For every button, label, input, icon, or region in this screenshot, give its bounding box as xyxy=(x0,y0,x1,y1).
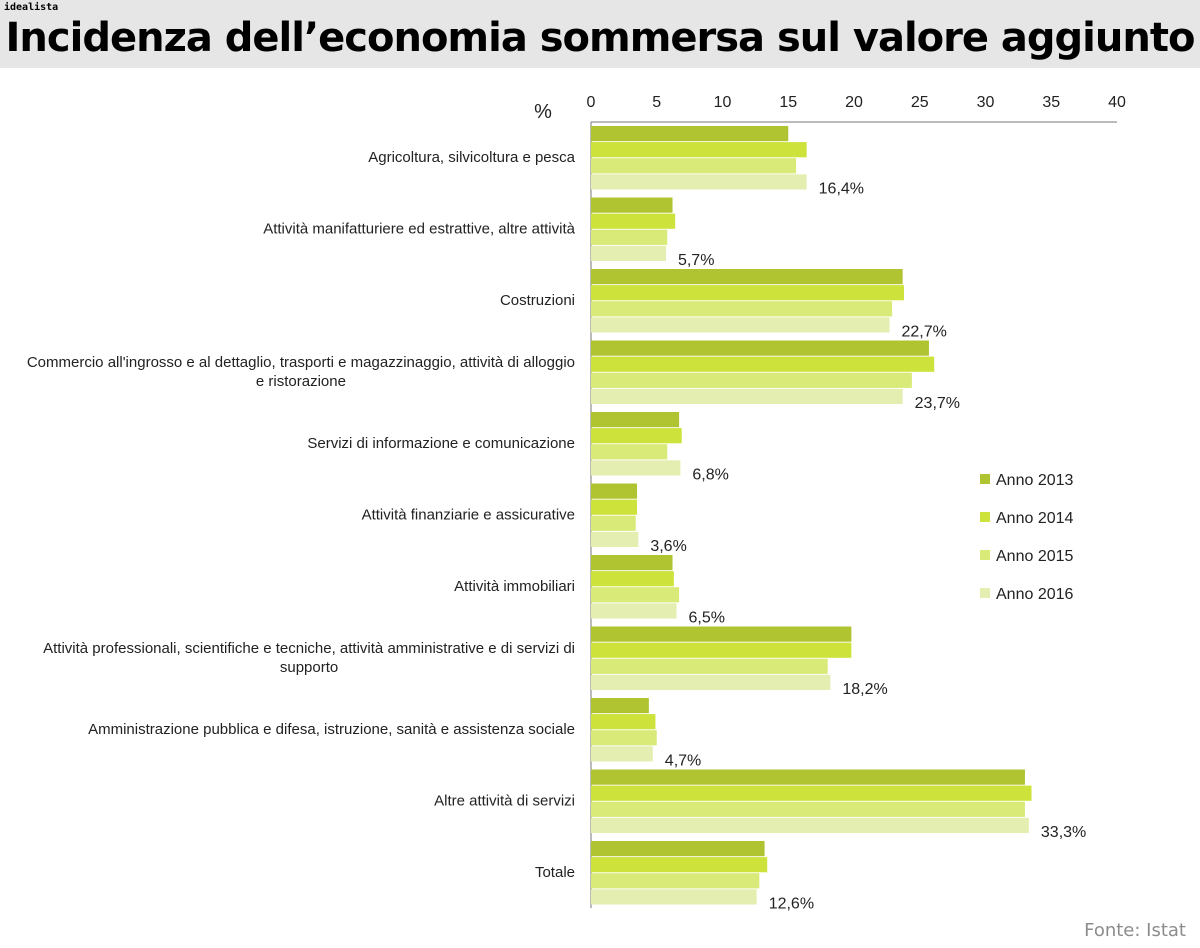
x-tick-label: 40 xyxy=(1108,94,1126,111)
category-label: Agricoltura, silvicoltura e pesca xyxy=(368,149,575,166)
category-label: Servizi di informazione e comunicazione xyxy=(307,435,575,452)
bar-anno-2015 xyxy=(591,301,893,317)
category-label: Altre attività di servizi xyxy=(434,793,575,810)
bar-anno-2016 xyxy=(591,388,903,404)
bar-anno-2015 xyxy=(591,587,680,603)
legend-label: Anno 2015 xyxy=(996,548,1074,565)
x-tick-label: 0 xyxy=(587,94,596,111)
bar-anno-2013 xyxy=(591,841,765,857)
x-tick-label: 20 xyxy=(845,94,863,111)
bar-anno-2015 xyxy=(591,658,828,674)
bar-anno-2014 xyxy=(591,499,638,515)
data-label: 22,7% xyxy=(902,324,947,341)
x-tick-label: 30 xyxy=(977,94,995,111)
bar-anno-2013 xyxy=(591,340,929,356)
category-label: Commercio all'ingrosso e al dettaglio, t… xyxy=(27,354,575,371)
bar-anno-2014 xyxy=(591,356,935,372)
bar-anno-2014 xyxy=(591,785,1032,801)
category-label: supporto xyxy=(280,659,338,676)
source-note: Fonte: Istat xyxy=(1084,920,1186,941)
bar-anno-2013 xyxy=(591,626,852,642)
bar-anno-2013 xyxy=(591,269,903,285)
bar-anno-2016 xyxy=(591,603,677,619)
bar-anno-2016 xyxy=(591,674,831,690)
bar-anno-2016 xyxy=(591,460,681,476)
category-label: e ristorazione xyxy=(256,373,346,390)
legend-swatch xyxy=(980,550,990,560)
bar-anno-2014 xyxy=(591,857,768,873)
legend-label: Anno 2014 xyxy=(996,510,1074,527)
category-label: Totale xyxy=(535,864,575,881)
bar-anno-2014 xyxy=(591,142,807,158)
bar-anno-2016 xyxy=(591,245,666,261)
data-label: 16,4% xyxy=(819,181,864,198)
category-label: Attività manifatturiere ed estrattive, a… xyxy=(263,221,575,238)
legend-label: Anno 2016 xyxy=(996,586,1074,603)
bar-anno-2015 xyxy=(591,730,657,746)
bar-anno-2014 xyxy=(591,428,682,444)
legend-swatch xyxy=(980,512,990,522)
bar-anno-2016 xyxy=(591,746,653,762)
bar-anno-2014 xyxy=(591,714,656,730)
brand-logo-text: idealista xyxy=(4,2,59,13)
data-label: 3,6% xyxy=(650,538,686,555)
bar-anno-2016 xyxy=(591,174,807,190)
x-tick-label: 25 xyxy=(911,94,929,111)
data-label: 23,7% xyxy=(915,395,960,412)
bar-anno-2015 xyxy=(591,372,912,388)
bar-anno-2016 xyxy=(591,531,639,547)
x-tick-label: 35 xyxy=(1042,94,1060,111)
bar-anno-2013 xyxy=(591,555,673,571)
legend-label: Anno 2013 xyxy=(996,472,1074,489)
bar-anno-2014 xyxy=(591,571,674,587)
x-tick-label: 5 xyxy=(652,94,661,111)
bar-anno-2015 xyxy=(591,515,636,531)
header-band xyxy=(0,0,1200,68)
bar-anno-2013 xyxy=(591,126,789,142)
category-label: Attività professionali, scientifiche e t… xyxy=(43,640,575,657)
data-label: 6,5% xyxy=(688,610,724,627)
bar-anno-2015 xyxy=(591,444,668,460)
data-label: 12,6% xyxy=(769,896,814,913)
data-label: 18,2% xyxy=(842,681,887,698)
data-label: 33,3% xyxy=(1041,824,1086,841)
bar-anno-2016 xyxy=(591,889,757,905)
bar-anno-2013 xyxy=(591,698,649,714)
data-label: 5,7% xyxy=(678,252,714,269)
bar-anno-2013 xyxy=(591,197,673,213)
bar-anno-2015 xyxy=(591,801,1025,817)
data-label: 4,7% xyxy=(665,753,701,770)
page-title: Incidenza dell’economia sommersa sul val… xyxy=(5,15,1196,61)
x-axis-unit-label: % xyxy=(534,101,552,123)
bar-anno-2015 xyxy=(591,873,760,889)
bar-anno-2014 xyxy=(591,642,852,658)
bar-anno-2014 xyxy=(591,285,904,301)
bar-anno-2013 xyxy=(591,769,1025,785)
bar-anno-2013 xyxy=(591,412,680,428)
bar-anno-2013 xyxy=(591,483,638,499)
legend-swatch xyxy=(980,588,990,598)
data-label: 6,8% xyxy=(692,467,728,484)
bar-anno-2015 xyxy=(591,158,797,174)
x-tick-label: 10 xyxy=(714,94,732,111)
bar-anno-2016 xyxy=(591,817,1029,833)
legend-swatch xyxy=(980,474,990,484)
bar-anno-2015 xyxy=(591,229,668,245)
category-label: Amministrazione pubblica e difesa, istru… xyxy=(88,721,575,738)
bar-anno-2014 xyxy=(591,213,676,229)
category-label: Attività finanziarie e assicurative xyxy=(362,507,575,524)
bar-anno-2016 xyxy=(591,317,890,333)
category-label: Costruzioni xyxy=(500,292,575,309)
category-label: Attività immobiliari xyxy=(454,578,575,595)
x-tick-label: 15 xyxy=(779,94,797,111)
